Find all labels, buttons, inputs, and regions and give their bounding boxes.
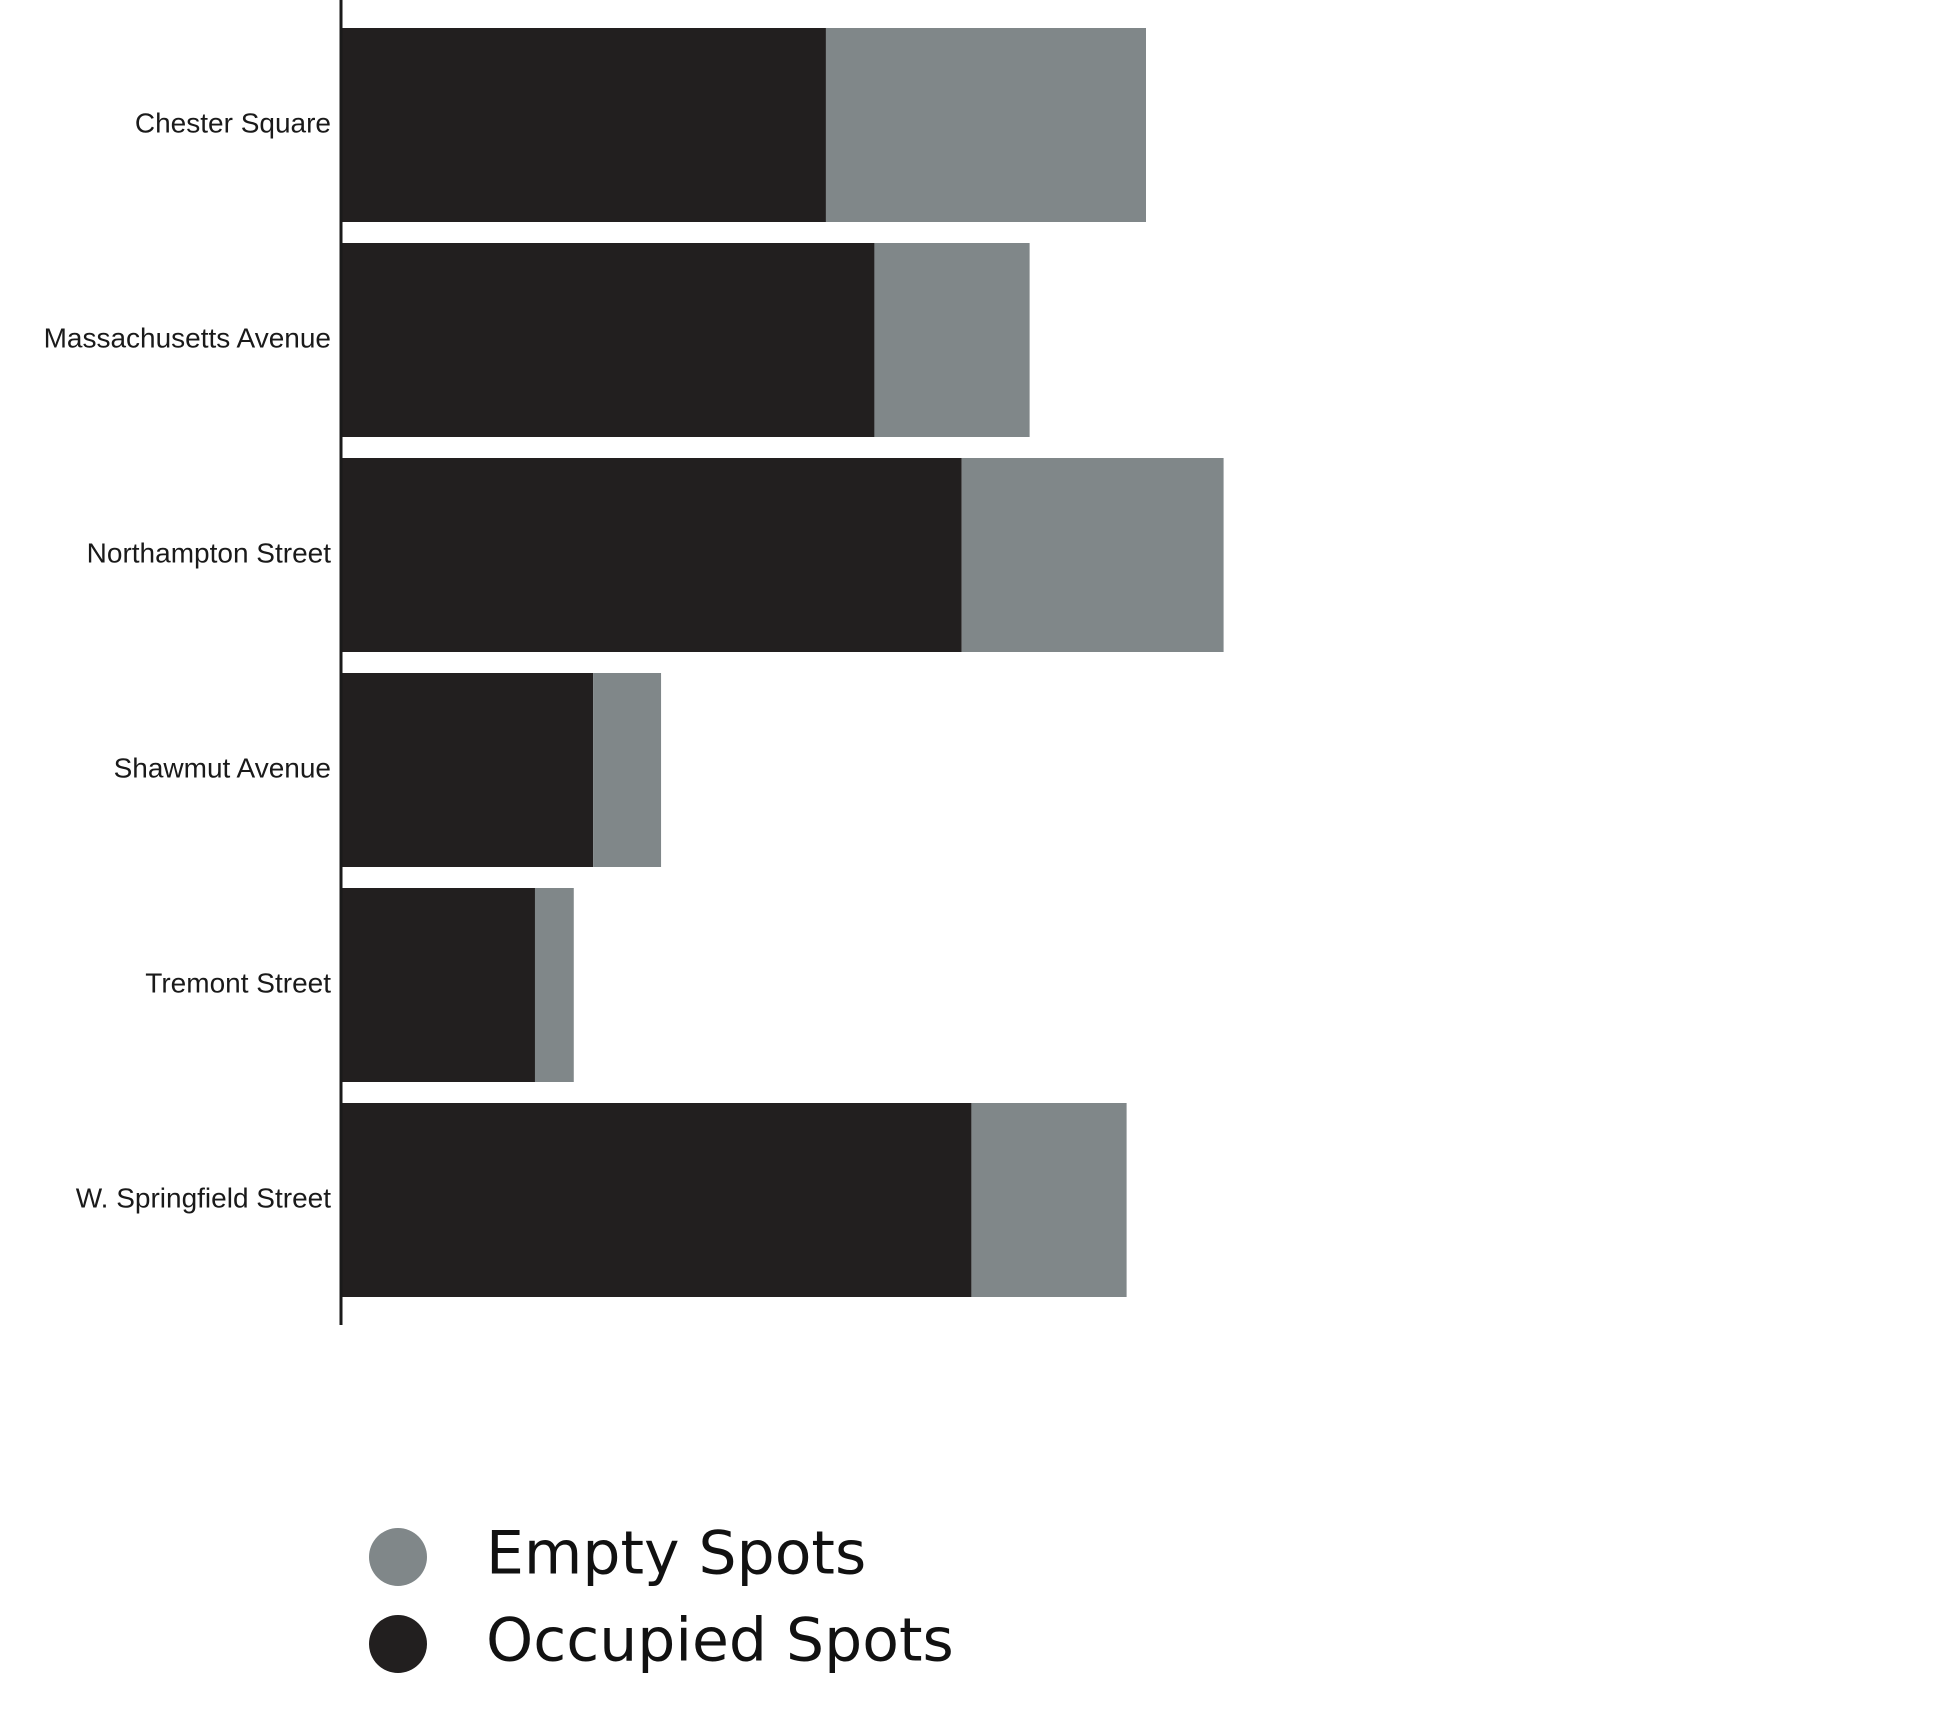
bar-shawmut-avenue-empty-spots bbox=[593, 673, 662, 867]
bar-northampton-street-empty-spots bbox=[961, 458, 1224, 652]
legend-label-occupied-spots: Occupied Spots bbox=[486, 1606, 954, 1676]
category-labels: Chester Square Massachusetts Avenue Northa… bbox=[44, 107, 332, 1213]
legend-marker-occupied-spots bbox=[369, 1615, 427, 1673]
category-label-northampton-street: Northampton Street bbox=[87, 537, 332, 568]
legend: Empty Spots Occupied Spots bbox=[369, 1519, 954, 1676]
category-label-tremont-street: Tremont Street bbox=[145, 967, 331, 998]
category-label-chester-square: Chester Square bbox=[135, 107, 331, 138]
bar-shawmut-avenue-occupied-spots bbox=[341, 673, 594, 867]
category-label-w-springfield-street: W. Springfield Street bbox=[76, 1182, 331, 1213]
bar-chester-square-empty-spots bbox=[825, 28, 1146, 222]
bar-tremont-street-empty-spots bbox=[534, 888, 574, 1082]
bar-w-springfield-street-empty-spots bbox=[971, 1103, 1127, 1297]
bar-tremont-street-occupied-spots bbox=[341, 888, 535, 1082]
category-label-massachusetts-avenue: Massachusetts Avenue bbox=[44, 322, 331, 353]
bar-w-springfield-street-occupied-spots bbox=[341, 1103, 972, 1297]
category-label-shawmut-avenue: Shawmut Avenue bbox=[114, 752, 331, 783]
bar-massachusetts-avenue-occupied-spots bbox=[341, 243, 875, 437]
legend-label-empty-spots: Empty Spots bbox=[486, 1519, 866, 1589]
bar-chester-square-occupied-spots bbox=[341, 28, 826, 222]
bars bbox=[341, 28, 1224, 1297]
bar-northampton-street-occupied-spots bbox=[341, 458, 962, 652]
legend-marker-empty-spots bbox=[369, 1528, 427, 1586]
bar-massachusetts-avenue-empty-spots bbox=[874, 243, 1030, 437]
